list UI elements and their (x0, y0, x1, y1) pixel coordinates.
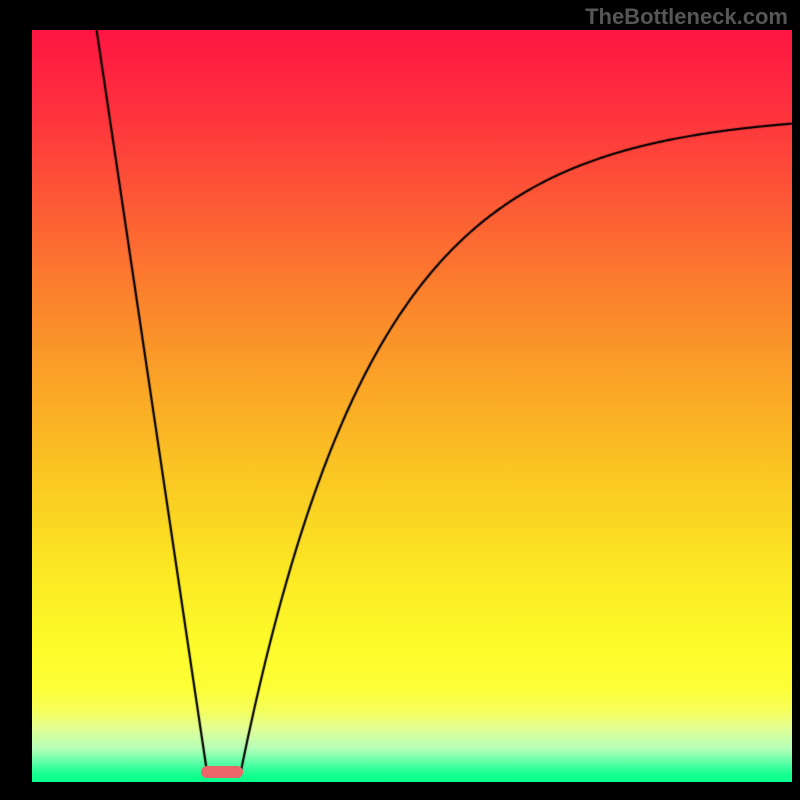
curve-overlay (0, 0, 800, 800)
bottleneck-marker (201, 766, 243, 778)
chart-root: TheBottleneck.com (0, 0, 800, 800)
watermark-text: TheBottleneck.com (585, 4, 788, 30)
